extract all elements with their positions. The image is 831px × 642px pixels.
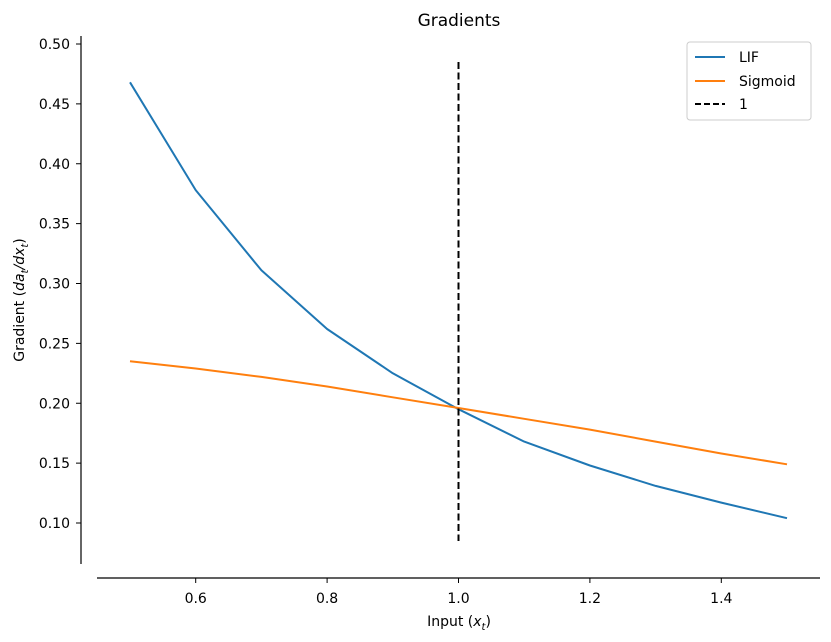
y-tick-label: 0.40 <box>39 157 70 173</box>
y-axis-label: Gradient (dat/dxt) <box>12 238 31 362</box>
legend-box <box>686 41 812 121</box>
y-tick-label: 0.20 <box>39 396 70 412</box>
y-tick-label: 0.25 <box>39 336 70 352</box>
x-ticks: 0.6 0.8 1.0 1.2 1.4 <box>185 578 733 607</box>
y-tick-label: 0.10 <box>39 516 70 532</box>
y-tick-label: 0.45 <box>39 97 70 113</box>
legend-label-lif: LIF <box>739 50 759 66</box>
series-line-sigmoid <box>129 360 788 466</box>
x-tick-label: 0.8 <box>316 591 338 607</box>
x-axis-label: Input (xt) <box>427 614 491 633</box>
x-tick-label: 1.0 <box>447 591 469 607</box>
plot-area <box>129 61 788 541</box>
chart-title: Gradients <box>418 11 501 31</box>
y-tick-label: 0.30 <box>39 277 70 293</box>
legend-label-sigmoid: Sigmoid <box>739 74 796 90</box>
x-tick-label: 0.6 <box>185 591 207 607</box>
y-tick-label: 0.15 <box>39 456 70 472</box>
x-tick-label: 1.4 <box>710 591 732 607</box>
y-tick-label: 0.35 <box>39 217 70 233</box>
legend: LIF Sigmoid 1 <box>686 41 812 121</box>
x-tick-label: 1.2 <box>579 591 601 607</box>
y-ticks: 0.10 0.15 0.20 0.25 0.30 0.35 0.40 0.45 0.50 <box>39 37 81 532</box>
y-tick-label: 0.50 <box>39 37 70 53</box>
legend-label-vline: 1 <box>739 97 748 113</box>
